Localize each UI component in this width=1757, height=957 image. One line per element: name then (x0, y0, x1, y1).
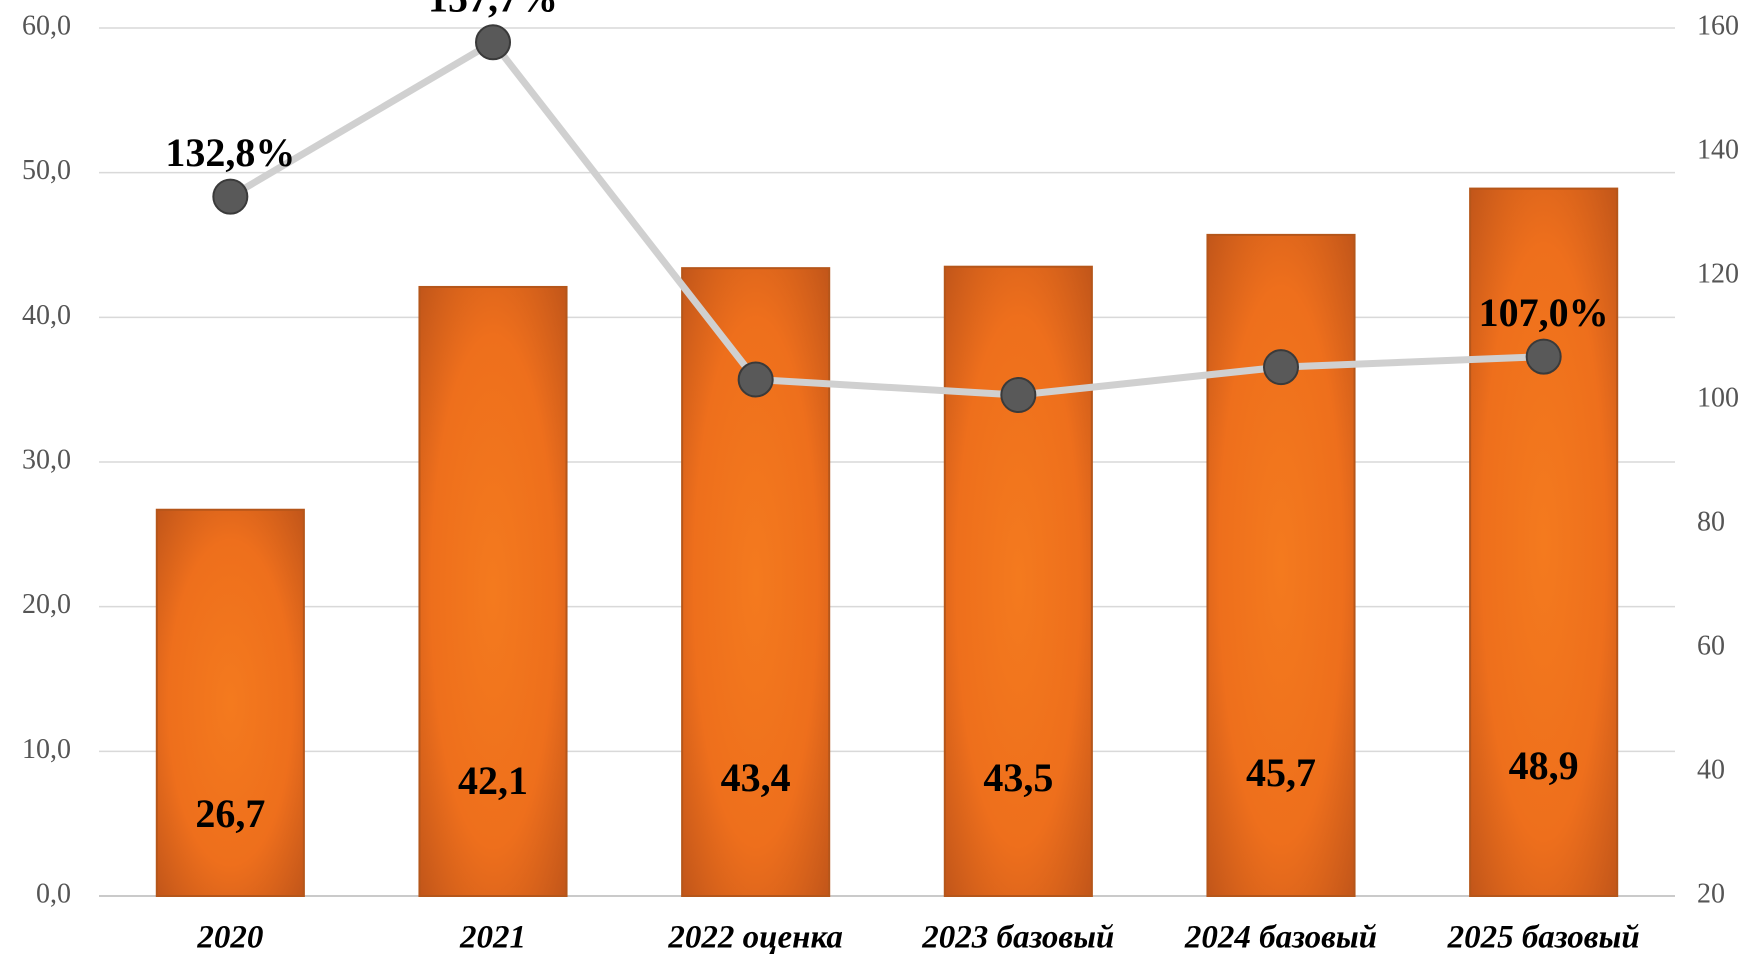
y-tick-label: 40,0 (22, 300, 71, 331)
x-tick-label: 2022 оценка (667, 920, 842, 956)
bar (155, 508, 305, 897)
bar (943, 265, 1093, 897)
y2-tick-label: 160 (1697, 10, 1739, 41)
y2-tick-label: 40 (1697, 754, 1725, 785)
y2-tick-label: 80 (1697, 506, 1725, 537)
x-tick-label: 2024 базовый (1184, 920, 1377, 956)
line-marker (1000, 377, 1037, 414)
value-label: 107,0% (1479, 290, 1609, 335)
value-label: 43,4 (721, 755, 791, 800)
line (228, 37, 1544, 399)
x-tick-label: 2023 базовый (921, 920, 1114, 956)
line-marker (1525, 338, 1562, 375)
bar (1206, 233, 1356, 897)
line-marker (737, 361, 774, 398)
value-label: 48,9 (1509, 743, 1579, 788)
value-label: 42,1 (458, 758, 528, 803)
y2-tick-label: 100 (1697, 382, 1739, 413)
value-label: 157,7% (428, 0, 558, 20)
y-tick-label: 50,0 (22, 155, 71, 186)
y2-tick-label: 140 (1697, 134, 1739, 165)
bar (1469, 187, 1619, 897)
line-marker (475, 24, 511, 61)
x-tick-label: 2020 (196, 920, 263, 956)
value-label: 132,8% (165, 130, 295, 175)
line-marker (1263, 349, 1299, 386)
y-tick-label: 0,0 (36, 878, 71, 909)
y2-tick-label: 120 (1697, 258, 1739, 289)
x-tick-label: 2025 базовый (1447, 920, 1640, 956)
y-tick-label: 30,0 (22, 444, 71, 475)
y-tick-label: 60,0 (22, 10, 71, 41)
bar (418, 285, 568, 898)
y2-tick-label: 60 (1697, 630, 1725, 661)
value-label: 26,7 (195, 791, 265, 836)
y-tick-label: 10,0 (22, 734, 71, 765)
line-marker (212, 178, 249, 215)
x-tick-label: 2021 (459, 920, 526, 956)
y2-tick-label: 20 (1697, 878, 1725, 909)
y-tick-label: 20,0 (22, 589, 71, 620)
value-label: 43,5 (983, 755, 1053, 800)
value-label: 45,7 (1246, 750, 1316, 795)
